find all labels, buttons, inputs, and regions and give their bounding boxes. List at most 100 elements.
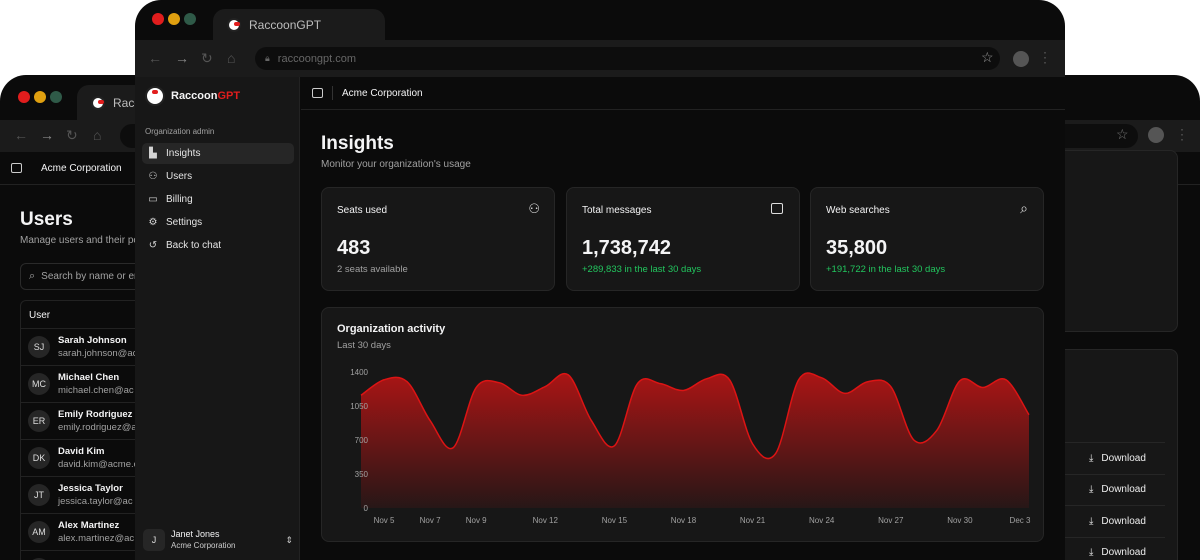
stat-label: Web searches (826, 205, 890, 216)
table-row[interactable]: Rachel Green (20, 550, 150, 560)
org-name: Acme Corporation (342, 88, 423, 99)
activity-area (361, 372, 1029, 508)
download-icon: ⤓ (1089, 452, 1094, 464)
url-text: raccoongpt.com (277, 52, 357, 65)
page-title: Insights (321, 133, 394, 154)
search-icon: ⌕ (1020, 200, 1028, 216)
column-header-user: User (29, 310, 51, 321)
page-subtitle: Monitor your organization's usage (321, 159, 471, 170)
search-placeholder: Search by name or em (41, 271, 143, 282)
user-name: Janet Jones (171, 529, 220, 539)
sidebar-item-users[interactable]: ⚇ Users (142, 166, 294, 187)
back-arrow-icon[interactable]: ← (14, 127, 28, 143)
close-dot[interactable] (152, 13, 164, 25)
home-icon[interactable]: ⌂ (227, 50, 236, 66)
x-tick-label: Nov 15 (602, 516, 628, 525)
raccoon-logo-icon (145, 86, 165, 106)
profile-avatar[interactable] (1148, 127, 1164, 143)
profile-avatar[interactable] (1013, 51, 1029, 67)
sidebar-item-insights[interactable]: ▙ Insights (142, 143, 294, 164)
sidebar-toggle-icon[interactable] (11, 163, 22, 173)
menu-dots-icon[interactable]: ⋮ (1175, 126, 1189, 142)
table-row[interactable]: SJ Sarah Johnson sarah.johnson@ac (20, 328, 150, 365)
close-dot[interactable] (18, 91, 30, 103)
table-row[interactable]: MC Michael Chen michael.chen@ac (20, 365, 150, 402)
download-button[interactable]: ⤓ Download (1065, 442, 1165, 473)
sidebar-item-billing[interactable]: ▭ Billing (142, 189, 294, 210)
activity-chart-card: Organization activity Last 30 days 0 350 7… (321, 307, 1044, 542)
brand[interactable]: RaccoonGPT (145, 86, 240, 106)
stat-card-searches: Web searches ⌕ 35,800 +191,722 in the la… (810, 187, 1044, 291)
stat-value: 483 (337, 237, 371, 259)
table-row[interactable]: AM Alex Martinez alex.martinez@ac (20, 513, 150, 550)
user-avatar: JT (28, 484, 50, 506)
reload-icon[interactable]: ↻ (201, 50, 213, 66)
sidebar-item-back-to-chat[interactable]: ↺ Back to chat (142, 235, 294, 256)
lock-icon: 🔒︎ (265, 53, 270, 63)
sidebar: RaccoonGPT Organization admin ▙ Insights … (135, 77, 300, 560)
app-header: Acme Corporation (301, 77, 1065, 110)
org-name: Acme Corporation (41, 163, 122, 174)
star-icon[interactable]: ☆ (981, 49, 994, 65)
home-icon[interactable]: ⌂ (93, 127, 102, 143)
x-tick-label: Nov 24 (809, 516, 835, 525)
user-email: jessica.taylor@ac (58, 496, 133, 507)
forward-arrow-icon[interactable]: → (40, 127, 54, 143)
page-title: Users (20, 209, 73, 230)
sidebar-item-label: Users (166, 171, 193, 182)
sidebar-toggle-icon[interactable] (312, 88, 323, 98)
user-email: alex.martinez@ac (58, 533, 135, 544)
reload-icon[interactable]: ↻ (66, 127, 78, 143)
table-row[interactable]: DK David Kim david.kim@acme.c (20, 439, 150, 476)
x-tick-label: Nov 7 (420, 516, 441, 525)
user-name: Alex Martinez (58, 520, 120, 531)
gear-icon: ⚙ (148, 217, 158, 228)
chat-back-icon: ↺ (148, 240, 158, 251)
chart-subtitle: Last 30 days (337, 340, 391, 351)
search-icon: ⌕ (29, 270, 36, 282)
credit-card-icon: ▭ (148, 194, 158, 205)
users-icon: ⚇ (528, 201, 540, 216)
front-browser-window: RaccoonGPT ← → ↻ ⌂ 🔒︎ raccoongpt.com ☆ ⋮… (135, 0, 1065, 560)
brand-name-accent: GPT (217, 90, 241, 102)
download-label: Download (1101, 515, 1146, 527)
search-input[interactable]: ⌕ Search by name or em (20, 263, 150, 290)
table-row[interactable]: JT Jessica Taylor jessica.taylor@ac (20, 476, 150, 513)
download-button[interactable]: ⤓ Download (1065, 473, 1165, 505)
star-icon[interactable]: ☆ (1116, 126, 1129, 142)
back-arrow-icon[interactable]: ← (148, 50, 162, 66)
x-tick-label: Nov 21 (740, 516, 766, 525)
table-row[interactable]: ER Emily Rodriguez emily.rodriguez@a (20, 402, 150, 439)
download-button[interactable]: ⤓ Download (1065, 505, 1165, 536)
minimize-dot[interactable] (34, 91, 46, 103)
download-label: Download (1101, 484, 1146, 495)
browser-tab[interactable]: RaccoonGPT (213, 9, 385, 40)
x-tick-label: Nov 18 (671, 516, 697, 525)
chevron-up-down-icon: ⇕ (285, 534, 293, 545)
divider (332, 86, 333, 100)
menu-dots-icon[interactable]: ⋮ (1038, 49, 1052, 65)
download-icon: ⤓ (1089, 484, 1094, 495)
user-name: Emily Rodriguez (58, 409, 133, 420)
maximize-dot[interactable] (184, 13, 196, 25)
raccoon-logo-icon (91, 95, 105, 110)
brand-name: Raccoon (171, 90, 218, 102)
y-tick-label: 700 (355, 436, 369, 445)
maximize-dot[interactable] (50, 91, 62, 103)
download-icon: ⤓ (1089, 547, 1094, 558)
user-menu[interactable]: J Janet Jones Acme Corporation ⇕ (143, 526, 293, 554)
user-email: michael.chen@ac (58, 385, 134, 396)
forward-arrow-icon[interactable]: → (175, 50, 189, 66)
stat-value: 1,738,742 (582, 237, 671, 259)
minimize-dot[interactable] (168, 13, 180, 25)
sidebar-section-label: Organization admin (145, 127, 215, 136)
users-icon: ⚇ (148, 171, 158, 182)
download-label: Download (1101, 452, 1146, 464)
stat-value: 35,800 (826, 237, 888, 259)
stat-sub: +191,722 in the last 30 days (826, 264, 946, 275)
download-icon: ⤓ (1089, 515, 1094, 527)
sidebar-item-settings[interactable]: ⚙ Settings (142, 212, 294, 233)
address-bar[interactable]: 🔒︎ raccoongpt.com (255, 47, 1000, 70)
download-button[interactable]: ⤓ Download (1065, 536, 1165, 560)
user-avatar (28, 558, 50, 560)
